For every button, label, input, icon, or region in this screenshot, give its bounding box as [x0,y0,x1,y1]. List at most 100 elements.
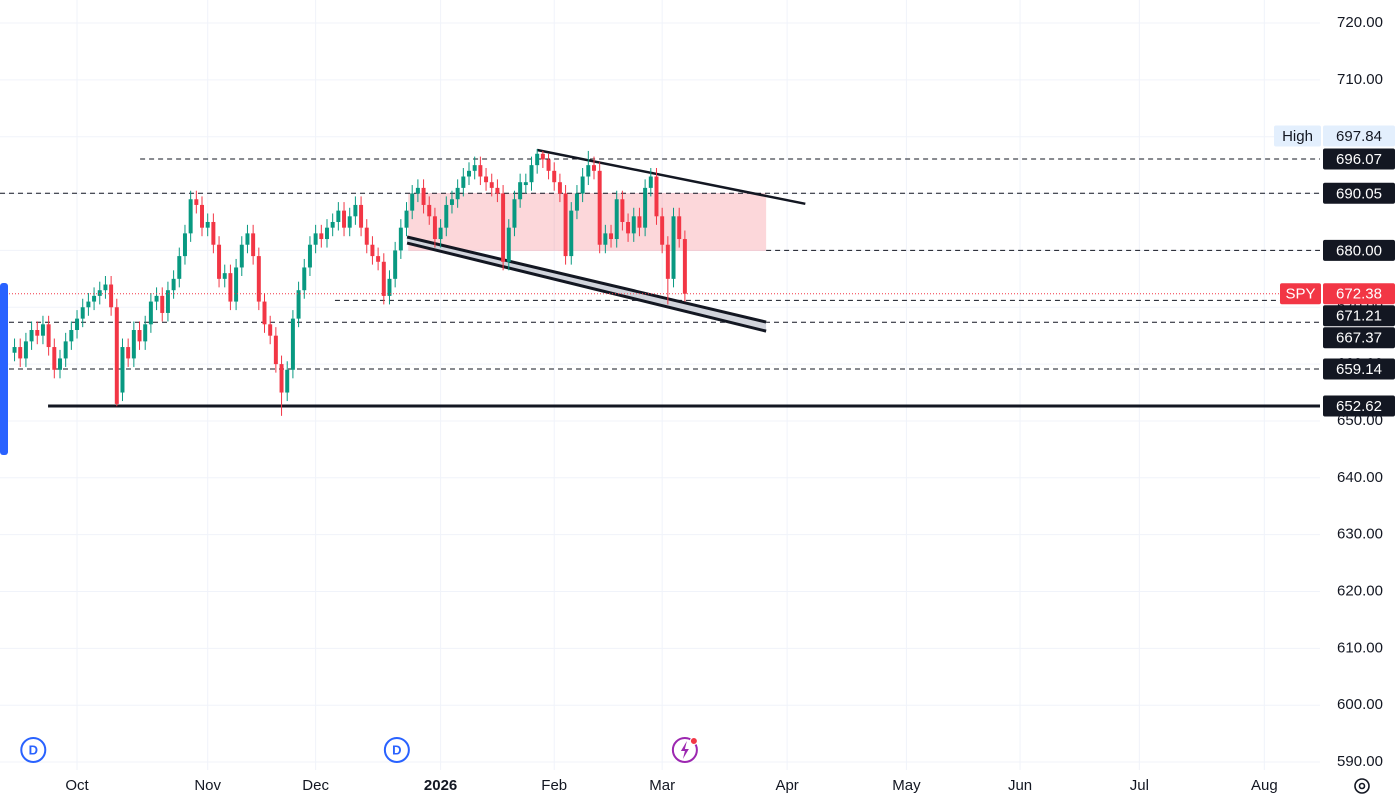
price-label-box [1323,358,1395,380]
candle-body [489,182,494,188]
candle-body [262,301,267,325]
candle-body [319,233,324,240]
candle-body [342,210,347,228]
x-tick-label: Mar [649,777,675,794]
y-tick-label: 620.00 [1337,582,1383,599]
price-label: 652.62 [1336,398,1382,415]
event-label: D [29,742,38,757]
candle-body [143,324,148,342]
candle-body [518,182,523,200]
candle-body [58,358,62,370]
y-tick-label: 640.00 [1337,469,1383,486]
candle-body [307,244,312,268]
candle-body [569,210,574,257]
candle-body [347,216,352,228]
candle-body [597,170,602,245]
candle-body [677,216,682,240]
candle-body [52,347,57,370]
channel-line [406,241,767,333]
candle-body [512,199,517,228]
candle-body [609,233,614,240]
candle-body [495,187,500,194]
candle-body [660,216,665,245]
candle-body [103,284,108,291]
candle-body [296,290,301,319]
candle-body [86,301,91,308]
candle-body [631,216,636,234]
candle-body [665,244,670,279]
candle-body [410,193,415,211]
y-tick-label: 590.00 [1337,753,1383,770]
high-value-box [1323,125,1395,147]
y-tick-label: 610.00 [1337,639,1383,656]
candle-body [444,204,449,228]
candle-body [279,364,284,393]
candle-body [398,227,403,251]
candle-body [239,244,244,268]
candle-body [671,216,676,279]
candle-body [40,324,45,336]
candle-body [461,176,466,188]
candle-body [256,256,261,302]
candle-body [381,261,386,296]
candle-body [80,307,85,319]
candle-body [540,153,545,160]
y-tick-label: 720.00 [1337,14,1383,31]
candle-body [46,324,51,348]
candle-body [188,199,193,234]
candle-body [353,204,358,217]
candle-body [574,193,579,211]
x-tick-label: Nov [194,777,221,794]
plot-area [0,148,1320,416]
candle-body [35,330,40,336]
side-tab[interactable] [0,283,8,455]
candle-body [148,301,153,325]
x-tick-label: May [892,777,921,794]
candle-body [23,341,28,359]
candle-body [484,176,489,183]
x-tick-label: 2026 [424,777,457,794]
candle-body [421,187,426,205]
candle-body [478,165,483,177]
candle-body [546,159,551,171]
candle-body [393,250,398,279]
x-tick-label: Aug [1251,777,1278,794]
price-label: 672.38 [1336,286,1382,303]
candle-body [69,330,74,342]
candle-body [535,153,540,166]
x-tick-label: Apr [775,777,798,794]
candle-body [268,324,273,336]
y-tick-label: 630.00 [1337,526,1383,543]
candle-body [404,210,409,228]
candle-body [455,187,460,200]
candle-body [182,233,187,257]
price-label-box [1323,148,1395,170]
candle-body [438,227,443,240]
price-label: 671.21 [1336,308,1382,325]
candle-body [432,216,437,240]
candle-body [165,290,170,313]
candle-body [211,221,216,245]
y-tick-label: 710.00 [1337,71,1383,88]
event-marker[interactable] [383,737,410,763]
candle-body [222,273,227,279]
candle-body [200,204,204,228]
candle-body [467,170,471,177]
event-label: D [392,742,401,757]
candle-body [643,187,648,228]
price-label: 690.05 [1336,185,1382,202]
candle-body [592,165,596,171]
candle-body [245,233,250,245]
candle-body [18,347,23,359]
event-icon [680,741,689,759]
candle-body [302,267,307,291]
price-label: 696.07 [1336,151,1382,168]
candle-body [552,170,557,183]
price-label-box [1323,395,1395,417]
settings-icon[interactable] [1354,778,1370,794]
event-marker[interactable] [20,737,47,763]
x-tick-label: Dec [302,777,329,794]
candle-body [529,165,534,183]
